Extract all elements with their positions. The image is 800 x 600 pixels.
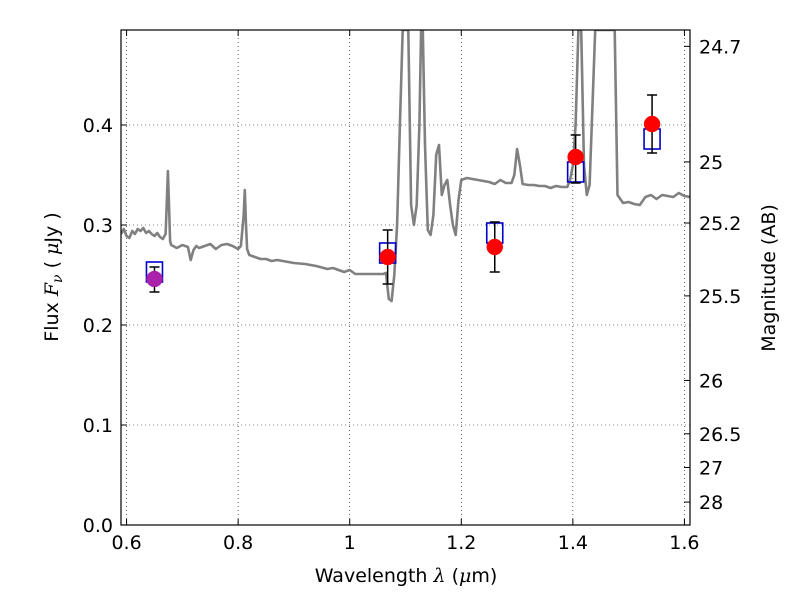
y2-tick-label: 24.7 [699, 36, 741, 58]
y2-axis-label: Magnitude (AB) [758, 204, 780, 352]
observed-point [379, 248, 396, 266]
y2-tick-label: 27 [699, 457, 723, 479]
y2-tick-label: 26.5 [699, 424, 741, 446]
y-tick-label: 0.0 [83, 515, 113, 537]
observed-point [643, 115, 661, 133]
y2-tick-label: 25 [699, 152, 723, 174]
plot-area [121, 30, 690, 303]
y2-tick-label: 25.2 [699, 213, 741, 235]
observed-point [486, 238, 504, 256]
y2-tick-label: 28 [699, 492, 723, 514]
observed-point [567, 148, 584, 166]
y2-tick-label: 26 [699, 370, 723, 392]
observed-point [146, 270, 163, 288]
x-tick-label: 0.8 [223, 532, 253, 554]
x-tick-label: 0.6 [111, 532, 141, 554]
y-tick-label: 0.2 [83, 315, 113, 337]
x-tick-label: 1.2 [446, 532, 476, 554]
x-axis-label: Wavelength λ (μm) [315, 565, 498, 587]
grid [121, 30, 690, 526]
y-tick-label: 0.1 [83, 415, 113, 437]
x-tick-label: 1.4 [558, 532, 588, 554]
y-tick-label: 0.4 [83, 115, 113, 137]
spectrum-line [121, 30, 690, 303]
x-tick-label: 1.6 [669, 532, 699, 554]
y-tick-label: 0.3 [83, 215, 113, 237]
y2-tick-label: 25.5 [699, 286, 741, 308]
axes-ticks: 0.6 0.8 1 1.2 1.4 1.6 0.0 0.1 0.2 0.3 0.4 24.7 25 25.… [83, 30, 741, 554]
y-axis-label: Flux Fν ( μJy ) [41, 212, 66, 341]
x-tick-label: 1 [344, 532, 356, 554]
plot-frame [120, 29, 691, 526]
